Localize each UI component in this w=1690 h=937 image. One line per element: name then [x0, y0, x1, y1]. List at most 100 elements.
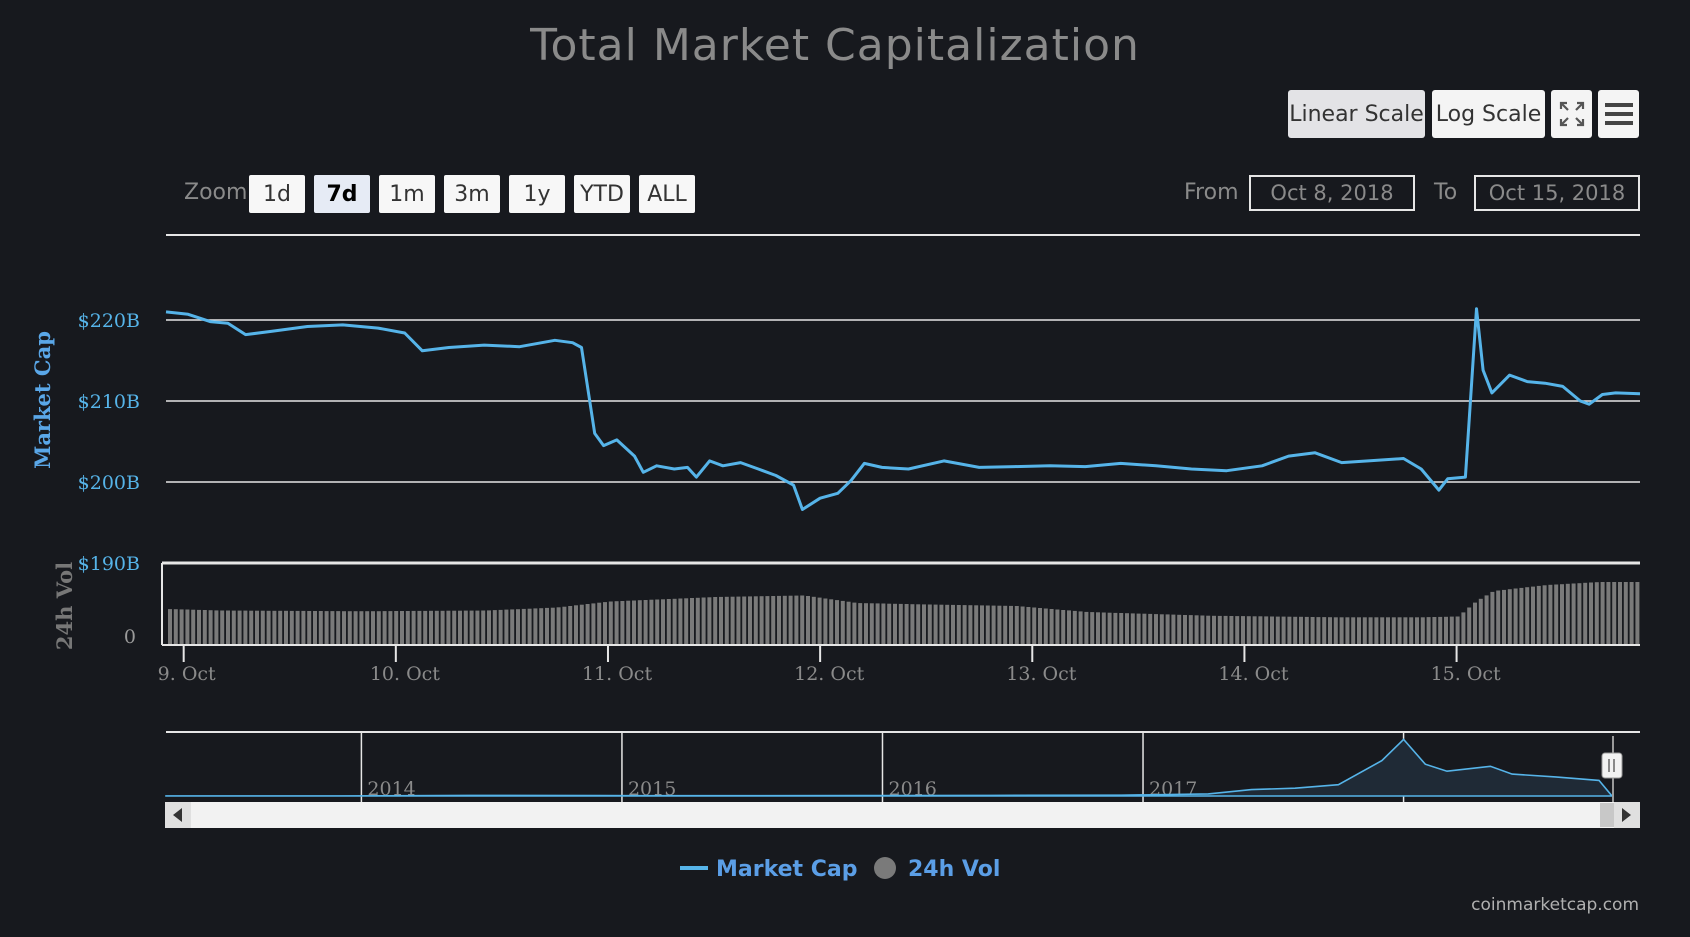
- volume-bar: [1009, 605, 1013, 645]
- volume-bar: [359, 611, 364, 645]
- volume-bar: [1351, 617, 1356, 646]
- volume-bar: [197, 609, 201, 645]
- navigator-scrollbar[interactable]: [165, 802, 1640, 828]
- volume-bar: [1345, 617, 1350, 646]
- volume-bar: [504, 609, 509, 645]
- volume-bar: [417, 610, 422, 645]
- volume-bar: [974, 605, 979, 645]
- volume-bar: [1159, 614, 1164, 645]
- volume-bar: [765, 596, 770, 645]
- legend-label-24h-vol: 24h Vol: [908, 857, 1000, 882]
- navigator-year-label: 2016: [888, 778, 936, 800]
- volume-bar: [1583, 582, 1588, 645]
- zoom-button-7d[interactable]: 7d: [314, 175, 370, 213]
- fullscreen-icon: [1559, 101, 1584, 127]
- volume-bar: [1316, 617, 1321, 645]
- volume-bar: [394, 611, 399, 645]
- volume-bar: [1096, 612, 1100, 645]
- linear-scale-button[interactable]: Linear Scale: [1288, 90, 1425, 138]
- volume-bar: [1281, 616, 1286, 645]
- volume-bar: [458, 610, 462, 645]
- volume-bar: [237, 610, 242, 645]
- volume-bar: [202, 610, 207, 645]
- legend-item-market-cap[interactable]: Market Cap: [680, 857, 857, 882]
- y-axis-title: Market Cap: [30, 331, 55, 469]
- volume-bar: [1577, 583, 1582, 645]
- volume-bar: [342, 611, 346, 645]
- zoom-button-1m[interactable]: 1m: [379, 175, 435, 213]
- volume-bar: [521, 608, 526, 645]
- volume-bar: [869, 603, 874, 645]
- scrollbar-thumb[interactable]: [1600, 803, 1614, 827]
- volume-bar: [1304, 616, 1309, 645]
- volume-bar: [1629, 582, 1634, 645]
- volume-bar: [1293, 616, 1298, 645]
- volume-bar: [777, 595, 781, 645]
- volume-bar: [748, 596, 752, 645]
- volume-bar: [1525, 587, 1530, 645]
- volume-bar: [1496, 590, 1501, 645]
- volume-bar: [661, 599, 665, 645]
- legend-label-market-cap: Market Cap: [716, 857, 857, 882]
- volume-bar: [1258, 616, 1263, 645]
- navigator-handle[interactable]: [1601, 752, 1623, 779]
- navigator[interactable]: 20142015201620172018: [165, 731, 1640, 828]
- volume-bar: [1090, 612, 1095, 645]
- volume-bar: [1374, 617, 1379, 646]
- volume-bar: [1275, 616, 1280, 645]
- to-label: To: [1434, 180, 1458, 205]
- volume-bar: [1362, 617, 1367, 646]
- volume-bar: [1565, 583, 1570, 645]
- volume-bar: [945, 604, 950, 645]
- volume-bar: [278, 610, 283, 645]
- menu-button[interactable]: [1598, 90, 1639, 138]
- volume-bar: [434, 610, 439, 645]
- volume-bar: [1171, 614, 1176, 645]
- to-date-input[interactable]: Oct 15, 2018: [1474, 175, 1640, 211]
- volume-bar: [1467, 607, 1472, 645]
- volume-bar: [1391, 617, 1396, 646]
- volume-bar: [887, 603, 892, 645]
- volume-bar: [806, 596, 810, 645]
- volume-bar: [1415, 617, 1419, 646]
- volume-bar: [968, 605, 973, 645]
- volume-bar: [481, 610, 486, 645]
- legend: Market Cap 24h Vol: [680, 857, 1000, 882]
- volume-bar: [962, 605, 967, 645]
- zoom-button-1d[interactable]: 1d: [249, 175, 305, 213]
- volume-bar: [782, 595, 787, 645]
- volume-bar: [1055, 609, 1060, 645]
- volume-bar: [614, 601, 619, 645]
- volume-bar: [719, 596, 723, 645]
- fullscreen-button[interactable]: [1551, 90, 1592, 138]
- volume-bar: [376, 611, 381, 645]
- volume-bar: [487, 610, 491, 645]
- volume-bar: [1270, 616, 1274, 645]
- volume-bar: [1455, 616, 1460, 645]
- volume-bar: [1154, 614, 1158, 645]
- volume-bar: [1536, 585, 1541, 645]
- volume-bar: [382, 611, 387, 645]
- from-date-input[interactable]: Oct 8, 2018: [1249, 175, 1415, 211]
- zoom-button-1y[interactable]: 1y: [509, 175, 565, 213]
- volume-bar: [284, 610, 288, 645]
- credit-link[interactable]: coinmarketcap.com: [1471, 895, 1639, 915]
- volume-bar: [1444, 616, 1448, 645]
- volume-bar: [1339, 617, 1344, 646]
- volume-bar: [591, 603, 596, 645]
- zoom-button-ytd[interactable]: YTD: [574, 175, 630, 213]
- volume-bar: [1386, 617, 1390, 646]
- zoom-button-all[interactable]: ALL: [639, 175, 695, 213]
- legend-item-24h-vol[interactable]: 24h Vol: [874, 857, 1000, 882]
- volume-bar: [927, 604, 932, 645]
- zoom-button-3m[interactable]: 3m: [444, 175, 500, 213]
- log-scale-button[interactable]: Log Scale: [1432, 90, 1545, 138]
- volume-bar: [1606, 582, 1611, 645]
- volume-bar: [1067, 610, 1071, 645]
- volume-bar: [904, 604, 909, 645]
- volume-bar: [1049, 609, 1054, 645]
- volume-bar: [324, 611, 329, 645]
- y2-axis-title: 24h Vol: [52, 562, 77, 650]
- volume-bar: [1119, 613, 1124, 645]
- volume-bar: [556, 607, 561, 645]
